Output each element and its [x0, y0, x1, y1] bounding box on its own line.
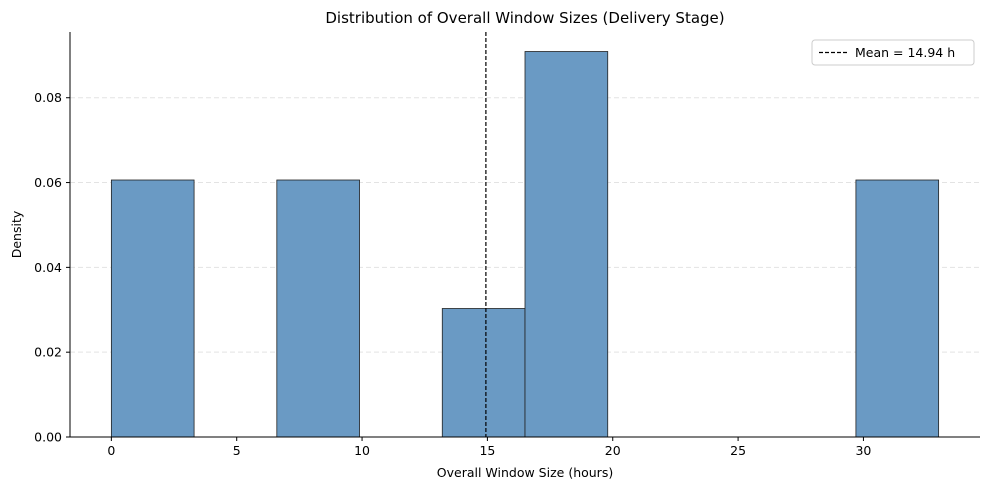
x-tick-label: 30 [855, 443, 871, 458]
x-ticks: 0 5 10 15 20 25 30 [107, 437, 871, 458]
y-tick-label: 0.06 [34, 175, 62, 190]
legend-label: Mean = 14.94 h [855, 45, 955, 60]
chart-title: Distribution of Overall Window Sizes (De… [325, 9, 724, 27]
y-ticks: 0.00 0.02 0.04 0.06 0.08 [34, 90, 70, 445]
x-tick-label: 20 [605, 443, 621, 458]
histogram-bar [441, 308, 526, 438]
histogram-bar [276, 179, 360, 438]
bars [110, 51, 940, 438]
y-tick-label: 0.08 [34, 90, 62, 105]
legend-box [811, 39, 975, 66]
y-tick-label: 0.04 [34, 260, 62, 275]
histogram-bar [110, 179, 195, 438]
x-axis-label: Overall Window Size (hours) [437, 465, 613, 480]
y-axis-label: Density [9, 210, 24, 258]
x-tick-label: 25 [730, 443, 746, 458]
histogram-bar [855, 179, 940, 438]
y-tick-label: 0.00 [34, 430, 62, 445]
x-tick-label: 5 [233, 443, 241, 458]
x-tick-label: 10 [354, 443, 370, 458]
x-tick-label: 0 [107, 443, 115, 458]
histogram-bar [524, 51, 609, 438]
legend: Mean = 14.94 h [811, 39, 975, 66]
y-tick-label: 0.02 [34, 345, 62, 360]
x-tick-label: 15 [479, 443, 495, 458]
